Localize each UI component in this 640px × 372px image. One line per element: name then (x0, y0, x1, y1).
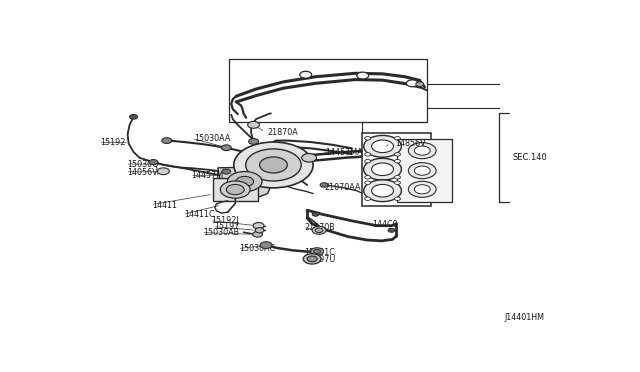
Text: 144C0: 144C0 (372, 220, 398, 229)
Circle shape (364, 158, 401, 180)
Circle shape (372, 140, 394, 153)
Text: 21870A: 21870A (268, 128, 298, 137)
Circle shape (312, 226, 326, 234)
Circle shape (365, 137, 371, 140)
Text: 15192J: 15192J (211, 216, 239, 225)
Circle shape (150, 160, 157, 164)
Circle shape (408, 181, 436, 197)
Circle shape (301, 154, 317, 162)
Circle shape (364, 180, 401, 202)
Text: 14056VA: 14056VA (127, 168, 163, 177)
Circle shape (365, 197, 371, 201)
Circle shape (408, 163, 436, 179)
Circle shape (248, 121, 260, 128)
Circle shape (129, 115, 138, 119)
Text: SEC.140: SEC.140 (513, 153, 547, 162)
Circle shape (394, 137, 401, 140)
Circle shape (236, 176, 253, 187)
Bar (213, 179, 257, 201)
Circle shape (222, 169, 231, 174)
Circle shape (310, 248, 324, 255)
Text: 15030Q: 15030Q (127, 160, 159, 169)
Text: J14401HM: J14401HM (504, 313, 544, 322)
Text: 15030AC: 15030AC (239, 244, 275, 253)
Circle shape (365, 176, 371, 179)
Circle shape (356, 72, 369, 79)
Circle shape (220, 181, 250, 198)
Circle shape (372, 163, 394, 176)
Polygon shape (218, 167, 271, 197)
Text: 21070B: 21070B (304, 224, 335, 232)
Circle shape (260, 157, 287, 173)
Circle shape (314, 250, 321, 253)
Circle shape (394, 181, 401, 185)
Text: 14457M: 14457M (191, 171, 224, 180)
Text: 14411C: 14411C (184, 210, 215, 219)
Circle shape (365, 160, 371, 163)
Circle shape (414, 146, 430, 155)
Circle shape (394, 197, 401, 201)
Text: 15030A: 15030A (268, 155, 298, 164)
Circle shape (307, 256, 317, 262)
Circle shape (149, 160, 158, 165)
Text: 15030AB: 15030AB (203, 228, 239, 237)
Circle shape (303, 254, 321, 264)
Circle shape (260, 242, 272, 248)
Circle shape (414, 166, 430, 175)
Text: 14305: 14305 (213, 191, 238, 201)
Circle shape (394, 160, 401, 163)
Circle shape (312, 212, 319, 216)
Circle shape (253, 222, 264, 229)
Circle shape (414, 185, 430, 194)
Circle shape (365, 181, 371, 185)
Circle shape (162, 138, 172, 144)
Text: 21070AA: 21070AA (324, 183, 360, 192)
Circle shape (300, 71, 312, 78)
Circle shape (394, 176, 401, 179)
Circle shape (221, 145, 231, 151)
Circle shape (320, 183, 328, 187)
Bar (229, 59, 428, 122)
Circle shape (408, 142, 436, 158)
Circle shape (234, 142, 313, 188)
Bar (362, 134, 431, 206)
Text: 14856V: 14856V (395, 139, 426, 148)
Circle shape (388, 228, 395, 232)
Text: 15197U: 15197U (304, 255, 335, 264)
Text: 14411: 14411 (152, 201, 177, 209)
Circle shape (248, 139, 259, 144)
Text: 15197: 15197 (214, 222, 239, 231)
Text: 14457MA: 14457MA (326, 148, 363, 157)
Circle shape (246, 149, 301, 181)
Text: 15191C: 15191C (304, 248, 335, 257)
Circle shape (315, 228, 323, 232)
Circle shape (394, 153, 401, 156)
Circle shape (372, 185, 394, 197)
Circle shape (416, 82, 424, 86)
Text: 15192: 15192 (100, 138, 125, 147)
Bar (397, 139, 452, 202)
Circle shape (227, 171, 262, 192)
Circle shape (255, 228, 264, 233)
Text: 15030AA: 15030AA (194, 134, 230, 143)
Circle shape (253, 231, 262, 237)
Circle shape (364, 135, 401, 157)
Circle shape (157, 168, 169, 175)
Circle shape (365, 153, 371, 156)
Circle shape (227, 185, 244, 195)
Circle shape (406, 80, 419, 87)
